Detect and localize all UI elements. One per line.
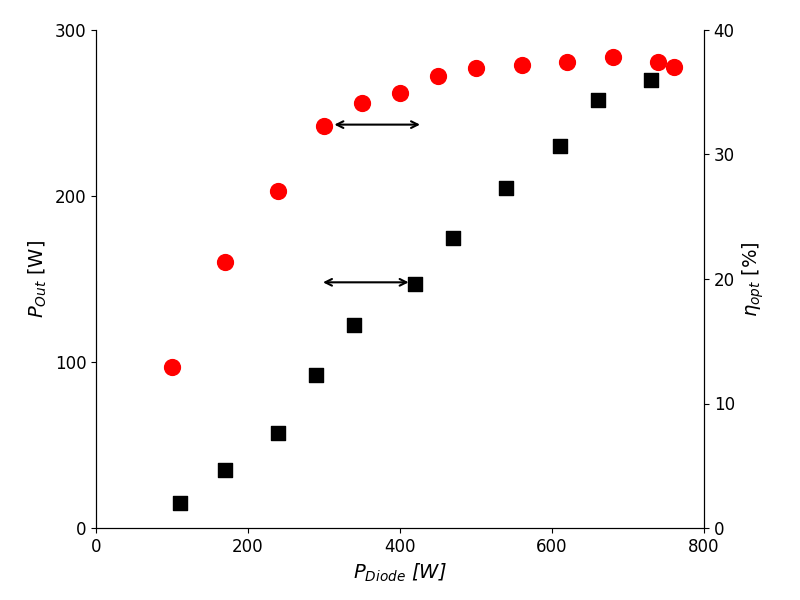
Point	[272, 428, 285, 438]
Y-axis label: $P_{Out}$ [W]: $P_{Out}$ [W]	[26, 240, 49, 318]
Point	[606, 52, 619, 61]
Point	[652, 57, 665, 67]
X-axis label: $P_{Diode}$ [W]: $P_{Diode}$ [W]	[353, 561, 447, 584]
Point	[515, 60, 528, 70]
Point	[348, 320, 361, 330]
Point	[166, 362, 178, 372]
Y-axis label: $\eta_{opt}$ [%]: $\eta_{opt}$ [%]	[741, 241, 766, 317]
Point	[500, 183, 513, 193]
Point	[591, 95, 604, 104]
Point	[310, 370, 322, 380]
Point	[173, 498, 186, 508]
Point	[409, 279, 422, 289]
Point	[272, 186, 285, 196]
Point	[554, 142, 566, 151]
Point	[645, 75, 658, 85]
Point	[218, 257, 232, 267]
Point	[446, 233, 459, 242]
Point	[561, 57, 574, 67]
Point	[355, 98, 368, 108]
Point	[394, 88, 406, 98]
Point	[470, 64, 482, 73]
Point	[318, 121, 330, 131]
Point	[667, 62, 680, 71]
Point	[432, 71, 445, 81]
Point	[218, 465, 232, 475]
